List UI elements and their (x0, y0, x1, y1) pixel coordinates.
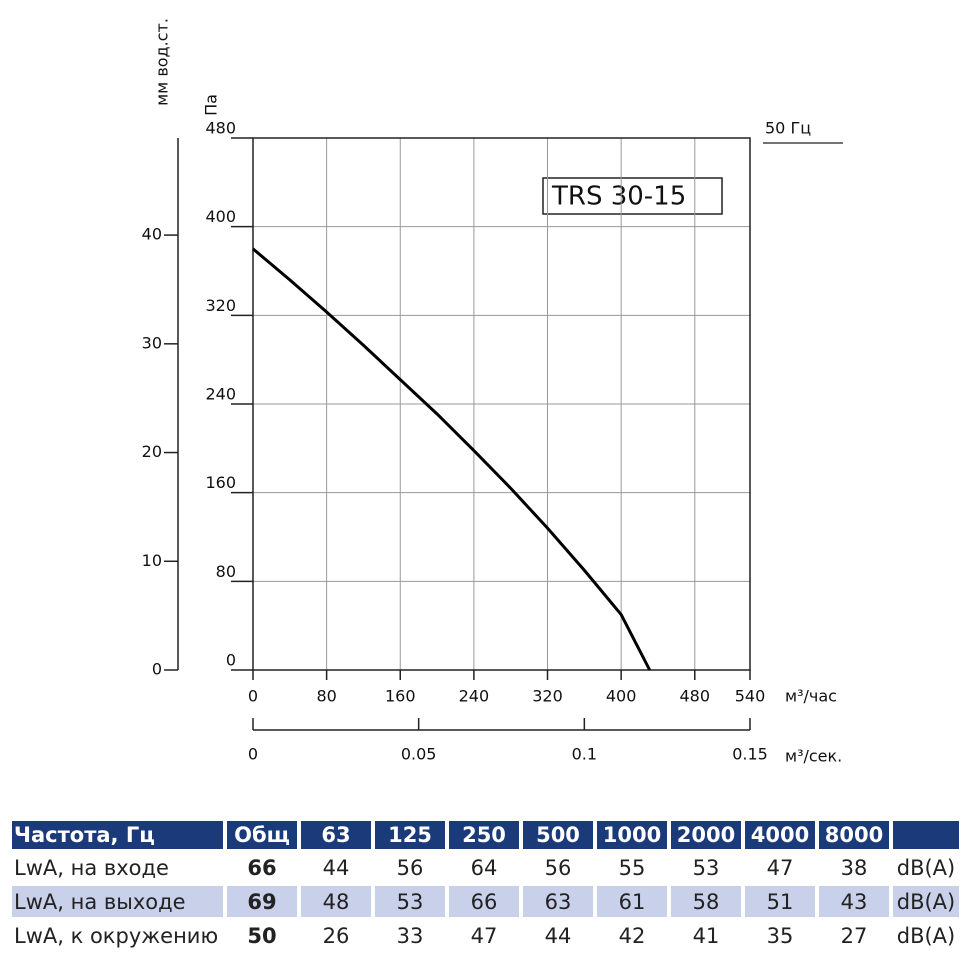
table-cell: 64 (470, 855, 498, 880)
y2-axis-label: мм вод.ст. (153, 18, 172, 106)
table-cell: 61 (597, 886, 667, 917)
table-cell: 33 (396, 923, 424, 948)
annotation: TRS 30-15 (551, 182, 686, 212)
table-cell (893, 821, 959, 849)
y2-tick-label: 30 (142, 333, 162, 352)
table-cell: 55 (618, 855, 646, 880)
table-cell: LwA, на входе (14, 855, 169, 880)
table-cell: 63 (301, 821, 371, 849)
table-cell: 66 (247, 855, 277, 880)
table-cell: 56 (544, 855, 572, 880)
table-cell: Общ (227, 821, 297, 849)
table-cell: 1000 (597, 821, 667, 849)
x-tick-label: 540 (735, 687, 766, 706)
table-cell: 51 (745, 886, 815, 917)
x2-tick-label: 0.1 (572, 745, 597, 764)
y-tick-label: 480 (205, 119, 236, 138)
x-tick-label: 320 (532, 687, 563, 706)
x2-tick-label: 0 (248, 745, 258, 764)
table-cell: dB(A) (896, 923, 956, 948)
table-cell: 2000 (671, 821, 741, 849)
x2-axis-label: м³/сек. (785, 747, 842, 766)
legend-label: 50 Гц (765, 119, 811, 138)
table-cell: 43 (819, 886, 889, 917)
x2-tick-label: 0.15 (732, 745, 768, 764)
y2-tick-label: 20 (142, 442, 162, 461)
y2-tick-label: 10 (142, 551, 162, 570)
table-cell: 35 (766, 923, 794, 948)
table-cell: 41 (692, 923, 720, 948)
table-cell: 47 (766, 855, 794, 880)
y-axis-label: Па (202, 94, 221, 116)
y2-tick-label: 40 (142, 225, 162, 244)
y-tick-label: 80 (216, 562, 236, 581)
x-tick-label: 160 (385, 687, 416, 706)
table-header: Частота, Гц Общ 63 125 250 500 1000 2000 4000 800… (12, 821, 959, 849)
y-tick-label: 320 (205, 296, 236, 315)
table-cell: 53 (692, 855, 720, 880)
table-cell: LwA, на выходе (12, 886, 223, 917)
table-cell: 58 (671, 886, 741, 917)
plot-frame (252, 137, 751, 671)
sound-table: Частота, Гц Общ 63 125 250 500 1000 2000 4000 800… (8, 818, 963, 954)
annotation-box (542, 177, 723, 215)
table-cell: 50 (247, 923, 277, 948)
table-cell: Частота, Гц (12, 821, 223, 849)
table-row: LwA, на выходе 69 48 53 66 63 61 58 51 43 dB(A) (12, 886, 959, 917)
table-row: LwA, на входе 66 44 56 64 56 55 53 47 38 dB(A) (12, 852, 959, 883)
table-cell: 125 (375, 821, 445, 849)
x2-tick-label: 0.05 (401, 745, 437, 764)
table-cell: 47 (470, 923, 498, 948)
x-tick-label: 480 (680, 687, 711, 706)
table-cell: 63 (523, 886, 593, 917)
table-cell: 4000 (745, 821, 815, 849)
y-tick-label: 0 (226, 651, 236, 670)
table-cell: LwA, к окружению (14, 923, 219, 948)
table-cell: 48 (301, 886, 371, 917)
y2-tick-label: 0 (152, 660, 162, 679)
y-tick-label: 400 (205, 207, 236, 226)
table-cell: 66 (449, 886, 519, 917)
table-cell: dB(A) (893, 886, 959, 917)
table-cell: 500 (523, 821, 593, 849)
table-cell: 250 (449, 821, 519, 849)
table-cell: 44 (322, 855, 350, 880)
table-cell: 27 (840, 923, 868, 948)
y-tick-label: 240 (205, 385, 236, 404)
x-tick-label: 0 (248, 687, 258, 706)
x-axis-label: м³/час (785, 687, 837, 706)
table-cell: 53 (375, 886, 445, 917)
table-cell: 44 (544, 923, 572, 948)
x-tick-label: 240 (459, 687, 490, 706)
table-cell: 38 (840, 855, 868, 880)
table-cell: dB(A) (896, 855, 956, 880)
table-cell: 26 (322, 923, 350, 948)
x-tick-label: 400 (606, 687, 637, 706)
series-line (252, 247, 652, 671)
chart: TRS 30-15 50 Гц Па мм вод.ст. м³/час м³/… (142, 18, 843, 766)
x-tick-label: 80 (316, 687, 336, 706)
table-cell: 42 (618, 923, 646, 948)
table-cell: 8000 (819, 821, 889, 849)
table-cell: 56 (396, 855, 424, 880)
table-cell: 69 (227, 886, 297, 917)
y-tick-label: 160 (205, 473, 236, 492)
table-row: LwA, к окружению 50 26 33 47 44 42 41 35 27 dB(A) (12, 920, 959, 951)
